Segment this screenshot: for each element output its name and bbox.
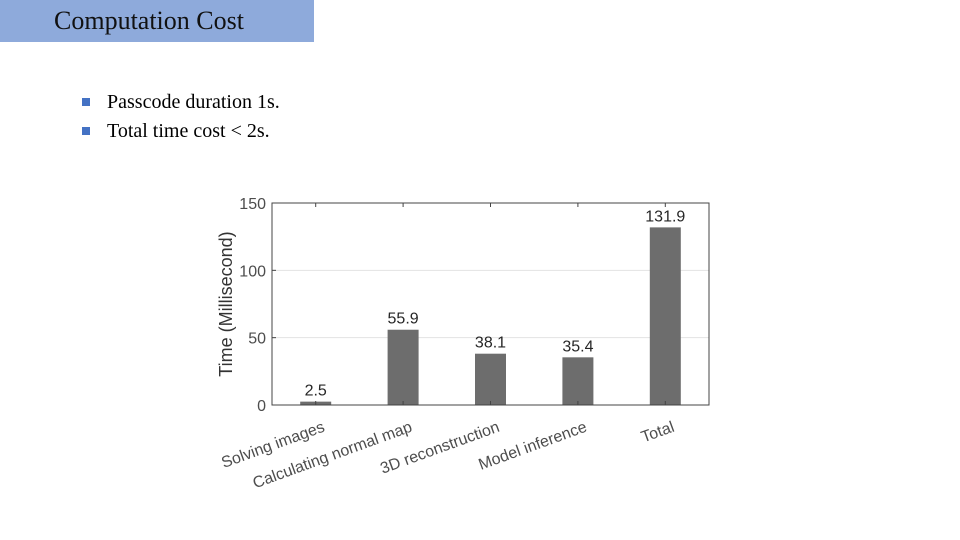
bar xyxy=(649,227,681,405)
y-tick-label: 0 xyxy=(257,398,266,415)
y-axis-label: Time (Millisecond) xyxy=(216,231,236,376)
data-label: 131.9 xyxy=(645,208,685,225)
title-bar: Computation Cost xyxy=(0,0,314,42)
data-label: 35.4 xyxy=(562,338,593,355)
bullet-text: Total time cost < 2s. xyxy=(107,120,270,142)
bar xyxy=(475,353,506,405)
axes-frame xyxy=(271,202,710,406)
data-label: 2.5 xyxy=(305,383,327,400)
data-label: 38.1 xyxy=(475,335,506,352)
y-tick-label: 50 xyxy=(248,331,266,348)
square-bullet-icon xyxy=(82,98,90,106)
x-tick-label: Total xyxy=(639,419,677,447)
x-tick-label: Calculating normal map xyxy=(251,419,415,492)
square-bullet-icon xyxy=(82,127,90,135)
slide-title: Computation Cost xyxy=(54,6,244,35)
y-tick-label: 150 xyxy=(239,196,266,213)
bar xyxy=(387,329,419,405)
bar xyxy=(562,357,594,405)
data-label: 55.9 xyxy=(388,311,419,328)
y-tick-label: 100 xyxy=(239,263,266,280)
bullet-text: Passcode duration 1s. xyxy=(107,91,280,113)
